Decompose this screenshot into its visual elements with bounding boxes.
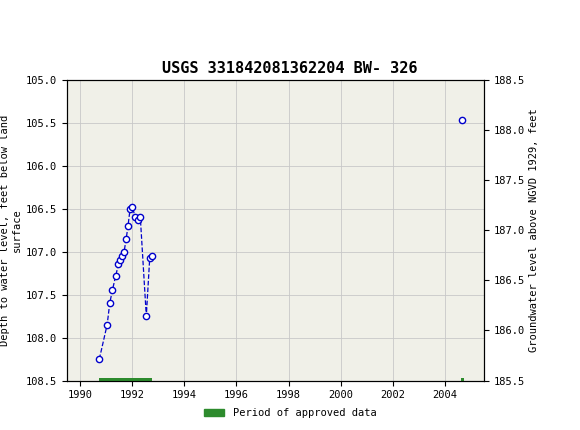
Text: ≡USGS: ≡USGS xyxy=(9,14,74,31)
Y-axis label: Depth to water level, feet below land
surface: Depth to water level, feet below land su… xyxy=(0,114,21,346)
Y-axis label: Groundwater level above NGVD 1929, feet: Groundwater level above NGVD 1929, feet xyxy=(530,108,539,352)
Text: USGS 331842081362204 BW- 326: USGS 331842081362204 BW- 326 xyxy=(162,61,418,76)
Legend: Period of approved data: Period of approved data xyxy=(200,404,380,423)
